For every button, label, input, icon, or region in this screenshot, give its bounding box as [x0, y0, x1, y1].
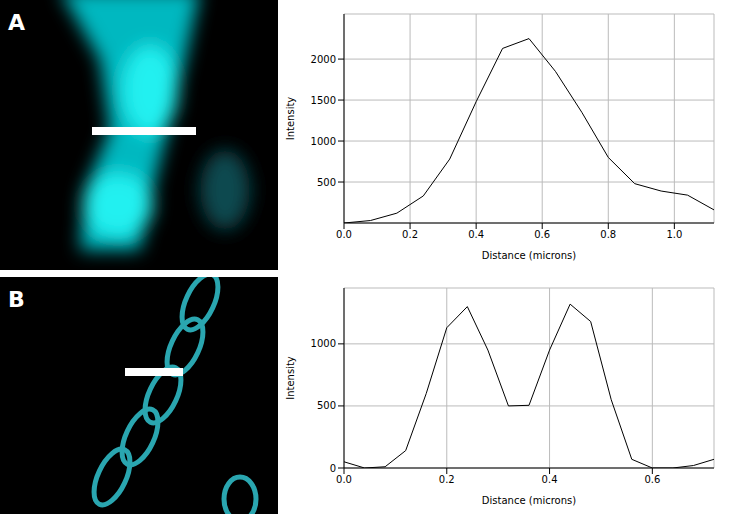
svg-text:500: 500: [317, 177, 336, 188]
svg-text:0.8: 0.8: [600, 229, 616, 240]
svg-text:B: B: [8, 287, 25, 312]
svg-text:0.2: 0.2: [439, 474, 455, 485]
svg-text:0.2: 0.2: [402, 229, 418, 240]
svg-text:0.4: 0.4: [542, 474, 558, 485]
svg-text:1000: 1000: [311, 136, 336, 147]
svg-text:0.4: 0.4: [468, 229, 484, 240]
svg-text:2000: 2000: [311, 54, 336, 65]
svg-text:A: A: [8, 10, 25, 35]
svg-text:0.0: 0.0: [336, 474, 352, 485]
svg-text:1500: 1500: [311, 95, 336, 106]
svg-text:500: 500: [317, 400, 336, 411]
svg-text:1.0: 1.0: [666, 229, 682, 240]
svg-text:Distance (microns): Distance (microns): [482, 250, 576, 261]
svg-text:0.6: 0.6: [644, 474, 660, 485]
svg-text:0: 0: [330, 463, 336, 474]
svg-text:0.6: 0.6: [534, 229, 550, 240]
svg-text:0.0: 0.0: [336, 229, 352, 240]
svg-text:1000: 1000: [311, 338, 336, 349]
svg-text:Distance (microns): Distance (microns): [482, 495, 576, 506]
svg-text:Intensity: Intensity: [285, 356, 296, 400]
svg-text:Intensity: Intensity: [285, 97, 296, 141]
